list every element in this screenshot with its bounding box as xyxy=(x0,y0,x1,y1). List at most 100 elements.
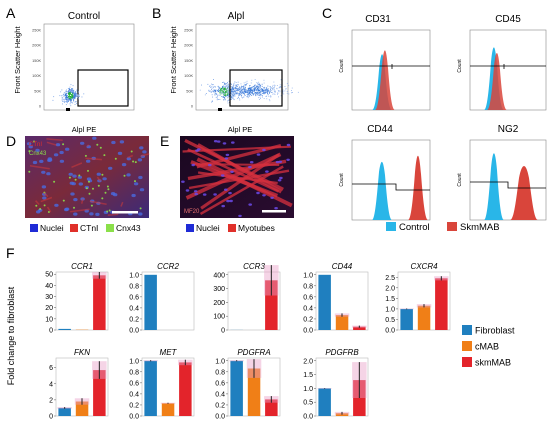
nucleus xyxy=(256,153,261,156)
bar-cmab xyxy=(335,315,349,330)
scatter-event xyxy=(226,91,227,92)
nucleus xyxy=(117,151,123,155)
ytick-label: 2.0 xyxy=(385,285,395,292)
ytick-label: 1.5 xyxy=(385,296,395,303)
scatter-event xyxy=(273,93,275,95)
scatter-event xyxy=(242,89,244,91)
cnx43-puncta xyxy=(97,184,100,187)
scatter-event xyxy=(240,83,242,85)
scatter-event xyxy=(212,100,213,102)
subplot-pdgfrb: PDGFRB 0.0 0.5 1.0 1.5 2.0 xyxy=(303,348,369,421)
scatter-event xyxy=(211,87,213,89)
ytick-label: 0.2 xyxy=(215,402,225,409)
scatter-event xyxy=(74,97,75,99)
scatter-event xyxy=(225,83,227,84)
scatter-event xyxy=(254,79,256,80)
scatter-event xyxy=(211,101,213,103)
nucleus xyxy=(277,179,282,182)
scatter-event xyxy=(241,89,242,91)
scatter-event xyxy=(227,87,229,89)
scatter-event xyxy=(261,90,263,92)
scatter-event xyxy=(252,91,254,92)
scatter-event xyxy=(227,83,229,85)
scatter-event xyxy=(231,92,233,94)
myotube xyxy=(190,160,278,198)
scatter-event xyxy=(266,98,268,100)
ytick-label: 0.4 xyxy=(215,391,225,398)
scatter-event xyxy=(228,85,230,87)
ytick-label: 100 xyxy=(213,314,225,321)
ctni-fiber xyxy=(85,157,102,161)
scatter-event xyxy=(260,94,262,96)
scatter-event xyxy=(255,86,257,88)
scatter-event xyxy=(69,94,70,96)
cnx43-puncta xyxy=(62,199,65,202)
histogram-cd31-ylabel: Count xyxy=(339,59,345,73)
bar-skmmab xyxy=(353,326,366,330)
subplot-ccr1: CCR1 0 10 20 30 40 50 xyxy=(45,262,109,335)
subplot-title: CCR1 xyxy=(71,262,93,271)
scatter-event xyxy=(73,100,74,102)
scatter-event xyxy=(250,89,251,91)
scatter-event xyxy=(231,87,233,89)
ctni-fiber xyxy=(70,208,90,213)
scatter-event xyxy=(75,92,77,93)
ctni-fiber xyxy=(127,154,134,159)
scatter-event xyxy=(221,86,223,88)
panel-a-title: Control xyxy=(68,11,100,22)
scatter-event xyxy=(251,92,253,94)
scatter-event xyxy=(239,86,241,88)
nucleus xyxy=(96,172,102,176)
scatter-event xyxy=(64,97,66,99)
scatter-event xyxy=(232,87,234,89)
panel-letter-d: D xyxy=(6,133,16,149)
scatter-event xyxy=(215,93,217,95)
scatter-event xyxy=(297,91,299,93)
scatter-event xyxy=(253,90,255,92)
subplot-title: MET xyxy=(160,348,178,357)
histogram-ng2-frame xyxy=(469,139,547,221)
scatter-event xyxy=(211,84,213,86)
nucleus xyxy=(126,173,131,177)
scatter-event xyxy=(250,91,252,93)
scatter-event xyxy=(72,96,74,98)
scatter-event xyxy=(227,97,229,99)
scatter-event xyxy=(263,93,265,95)
scatter-event xyxy=(269,87,271,89)
nucleus xyxy=(275,160,280,164)
scatter-event xyxy=(71,96,72,98)
scatter-event xyxy=(222,91,224,92)
ytick-label: 1.0 xyxy=(215,358,225,365)
ytick-label: 1.0 xyxy=(129,358,139,365)
scatter-event xyxy=(282,89,284,91)
scatter-event xyxy=(228,94,230,96)
nucleus xyxy=(78,182,84,186)
scatter-event xyxy=(274,84,276,86)
scatter-event xyxy=(67,97,68,98)
bar-fibroblast xyxy=(144,360,157,416)
scatter-event xyxy=(213,92,215,93)
scatter-event xyxy=(261,88,263,89)
scatter-event xyxy=(78,91,79,93)
scatter-event xyxy=(74,92,76,94)
scatter-event xyxy=(262,92,263,94)
nucleus xyxy=(126,157,131,161)
scatter-event xyxy=(221,87,222,89)
scatter-event xyxy=(235,84,237,86)
cnx43-puncta xyxy=(28,170,31,173)
scatter-event xyxy=(73,96,75,98)
scatter-event xyxy=(61,99,63,101)
scatter-event xyxy=(221,90,223,92)
scatter-event xyxy=(221,91,223,93)
micrograph-d-label-ctni: CTnI xyxy=(29,142,42,148)
scatter-event xyxy=(262,90,264,92)
nucleus xyxy=(26,142,32,146)
scatter-event xyxy=(246,80,248,82)
panel-b-xlabel: Alpl PE xyxy=(228,125,253,134)
scatter-event xyxy=(286,92,288,94)
nucleus xyxy=(142,150,147,154)
scatter-event xyxy=(259,94,261,96)
ctni-fiber xyxy=(46,138,63,141)
flow-ytick-label: 250K xyxy=(184,29,193,33)
nucleus xyxy=(238,214,242,218)
